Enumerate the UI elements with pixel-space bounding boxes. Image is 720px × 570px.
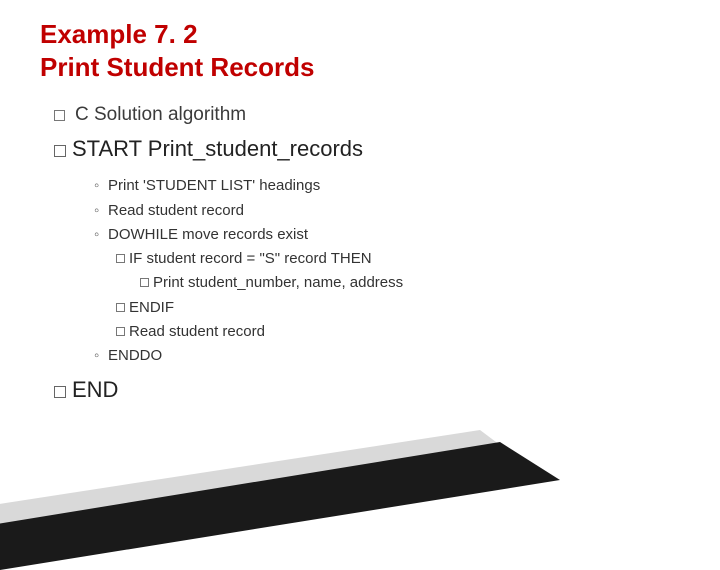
square-bullet-icon — [54, 386, 66, 398]
line-end: END — [54, 377, 680, 403]
step-3a1: Print student_number, name, address — [140, 271, 680, 294]
slide-title: Example 7. 2 Print Student Records — [40, 18, 680, 83]
start-keyword: START — [72, 136, 142, 161]
line-solution-algorithm: C Solution algorithm — [54, 101, 680, 130]
square-bullet-icon — [54, 110, 65, 121]
step-3: ◦DOWHILE move records exist — [94, 223, 680, 246]
text-c-solution: C Solution algorithm — [75, 104, 246, 125]
square-bullet-icon — [116, 303, 125, 312]
ring-bullet-icon: ◦ — [94, 344, 108, 367]
start-procedure-name: Print_student_records — [142, 136, 363, 161]
square-bullet-icon — [116, 327, 125, 336]
step-3-text: DOWHILE move records exist — [108, 226, 308, 243]
step-2: ◦Read student record — [94, 199, 680, 222]
step-1: ◦Print 'STUDENT LIST' headings — [94, 174, 680, 197]
ring-bullet-icon: ◦ — [94, 199, 108, 222]
step-3a-text: IF student record = "S" record THEN — [129, 250, 372, 267]
step-3b-text: ENDIF — [129, 299, 174, 316]
square-bullet-icon — [54, 145, 66, 157]
algorithm-body: ◦Print 'STUDENT LIST' headings ◦Read stu… — [94, 174, 680, 367]
step-3c-text: Read student record — [129, 323, 265, 340]
step-4-text: ENDDO — [108, 347, 162, 364]
title-line-2: Print Student Records — [40, 52, 314, 82]
square-bullet-icon — [140, 278, 149, 287]
step-3b: ENDIF — [116, 296, 680, 319]
step-3a1-text: Print student_number, name, address — [153, 274, 403, 291]
decorative-swoosh — [0, 400, 720, 570]
step-3c: Read student record — [116, 320, 680, 343]
ring-bullet-icon: ◦ — [94, 174, 108, 197]
step-1-text: Print 'STUDENT LIST' headings — [108, 177, 320, 194]
slide-content: Example 7. 2 Print Student Records C Sol… — [0, 0, 720, 403]
ring-bullet-icon: ◦ — [94, 223, 108, 246]
step-4: ◦ENDDO — [94, 344, 680, 367]
line-start: START Print_student_records — [54, 134, 680, 165]
step-3a: IF student record = "S" record THEN — [116, 247, 680, 270]
step-2-text: Read student record — [108, 202, 244, 219]
end-keyword: END — [72, 377, 118, 402]
title-line-1: Example 7. 2 — [40, 19, 198, 49]
square-bullet-icon — [116, 254, 125, 263]
